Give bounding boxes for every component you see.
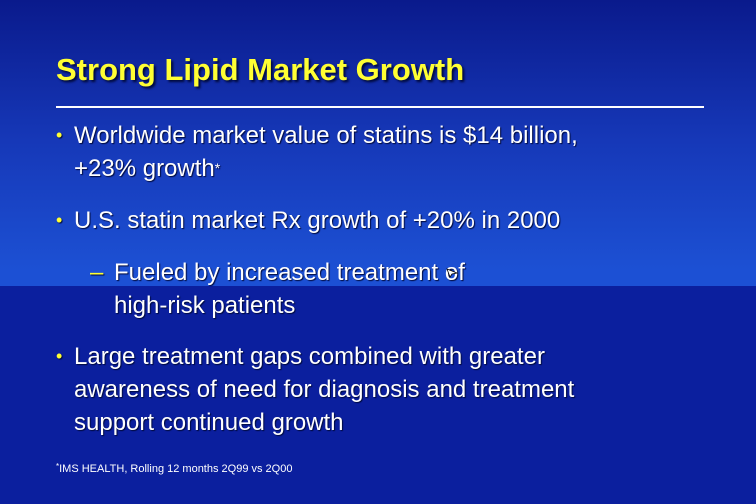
sub-bullet-line-2: high-risk patients [114,292,296,319]
bullet-1: • Worldwide market value of statins is $… [56,119,716,185]
bullet-marker: • [56,210,63,230]
bullet-2: • U.S. statin market Rx growth of +20% i… [56,204,716,237]
bullet-1-line-1: Worldwide market value of statins is $14… [74,122,578,149]
slide-title: Strong Lipid Market Growth [56,52,465,87]
footnote: *IMS HEALTH, Rolling 12 months 2Q99 vs 2… [56,462,292,475]
bullet-1-line-2: +23% growth* [74,152,220,185]
bullet-3: • Large treatment gaps combined with gre… [56,340,736,439]
sub-bullet-marker: – [90,259,104,286]
bullet-3-line-2: awareness of need for diagnosis and trea… [74,376,575,403]
sub-bullet-line-1: Fueled by increased treatment of [114,259,465,286]
footnote-star: * [214,160,221,176]
bullet-marker: • [56,346,63,366]
lower-background-band [0,286,756,504]
bullet-3-line-3: support continued growth [74,409,344,436]
footnote-marker: * [56,462,60,471]
bullet-marker: • [56,125,63,145]
pointer-cursor-icon [446,268,458,278]
footnote-text: IMS HEALTH, Rolling 12 months 2Q99 vs 2Q… [59,463,293,475]
sub-bullet-1: – Fueled by increased treatment of high-… [90,256,690,322]
bullet-1-line-2-text: +23% growth [74,155,215,182]
title-underline [56,106,704,108]
bullet-3-line-1: Large treatment gaps combined with great… [74,343,545,370]
bullet-2-line-1: U.S. statin market Rx growth of +20% in … [74,207,561,234]
